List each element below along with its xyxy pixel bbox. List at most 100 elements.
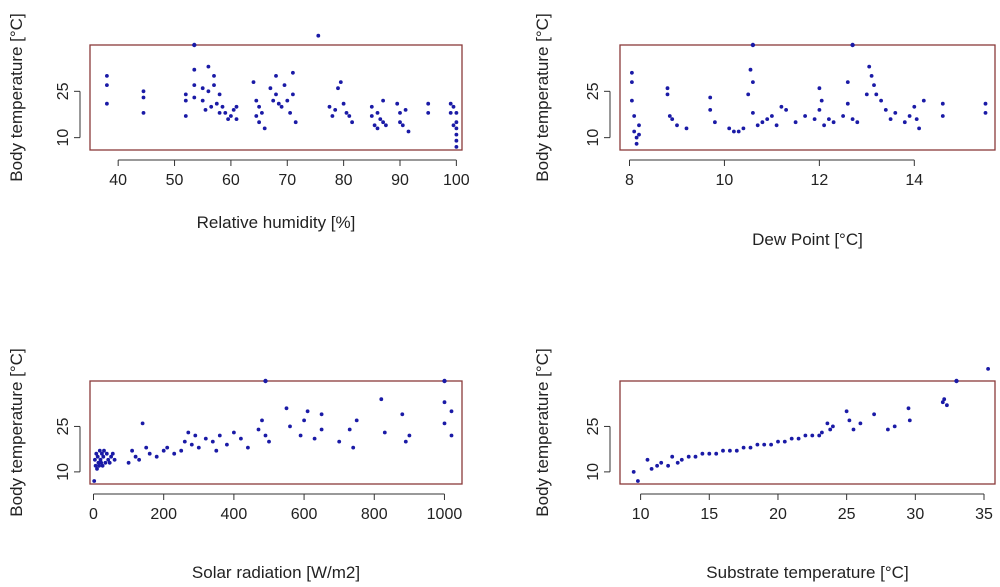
- data-point: [762, 442, 767, 447]
- y-tick-label: 25: [585, 417, 602, 435]
- data-point-outlier: [442, 378, 447, 384]
- data-point: [779, 104, 784, 109]
- data-point: [192, 83, 197, 87]
- data-point: [267, 439, 271, 444]
- data-point: [105, 74, 109, 78]
- data-point: [276, 101, 281, 106]
- data-point: [755, 442, 760, 447]
- data-point: [454, 126, 459, 131]
- x-tick-label: 40: [109, 172, 127, 189]
- data-point: [879, 98, 883, 103]
- x-tick-label: 15: [700, 506, 718, 523]
- data-point: [407, 433, 412, 438]
- data-point: [454, 138, 459, 143]
- y-tick-label: 10: [55, 463, 72, 481]
- data-point: [369, 104, 374, 109]
- y-tick-label: 25: [585, 82, 602, 100]
- data-point: [883, 108, 888, 112]
- data-point: [714, 451, 719, 456]
- data-point: [165, 445, 170, 450]
- data-point: [822, 123, 826, 128]
- data-point: [260, 111, 264, 115]
- data-point: [454, 145, 459, 149]
- data-point: [147, 451, 152, 456]
- data-point: [874, 92, 879, 97]
- plot-frame: [619, 380, 996, 485]
- data-point: [112, 457, 117, 462]
- data-point: [234, 117, 239, 121]
- data-point: [379, 397, 384, 402]
- data-point: [713, 120, 717, 125]
- data-point: [796, 436, 801, 441]
- data-point: [634, 141, 639, 146]
- data-point: [765, 117, 770, 121]
- data-point: [817, 108, 822, 112]
- data-point: [803, 433, 808, 438]
- data-point: [831, 424, 835, 429]
- data-point: [378, 117, 383, 121]
- data-point: [330, 114, 335, 118]
- data-point: [274, 74, 278, 78]
- data-point: [708, 108, 713, 112]
- data-point: [105, 83, 109, 87]
- data-point: [305, 409, 310, 414]
- data-point: [426, 111, 431, 115]
- data-point: [381, 98, 385, 103]
- data-point: [634, 135, 639, 140]
- data-point: [907, 114, 912, 118]
- data-point: [94, 451, 99, 456]
- data-point: [403, 439, 408, 444]
- data-point: [196, 445, 201, 450]
- data-point: [774, 123, 779, 128]
- data-point: [104, 451, 109, 456]
- data-point: [942, 397, 947, 402]
- y-axis: 10 25: [55, 417, 81, 481]
- x-tick-label: 1000: [427, 506, 463, 523]
- data-point: [100, 463, 105, 468]
- data-point: [454, 132, 459, 137]
- data-point: [161, 448, 166, 453]
- y-axis-title: Body temperature [°C]: [7, 348, 26, 516]
- data-point: [655, 463, 659, 468]
- data-point: [93, 463, 98, 468]
- data-point: [351, 445, 356, 450]
- x-tick-label: 20: [769, 506, 787, 523]
- data-point: [102, 448, 106, 453]
- data-point: [734, 448, 739, 453]
- x-tick-label: 25: [838, 506, 856, 523]
- data-point: [336, 86, 340, 91]
- data-point: [406, 129, 411, 134]
- data-point: [212, 74, 216, 78]
- data-point: [106, 457, 111, 462]
- data-point: [741, 445, 746, 450]
- x-axis: 0 200 400 600 800 1000: [89, 493, 463, 523]
- data-point: [141, 89, 146, 94]
- data-point: [686, 454, 691, 459]
- data-point: [179, 448, 184, 453]
- data-point: [630, 80, 634, 84]
- y-axis-title: Body temperature [°C]: [7, 13, 26, 181]
- data-point: [914, 117, 919, 121]
- data-point: [110, 451, 115, 456]
- data-point: [341, 101, 346, 106]
- data-point: [782, 439, 787, 444]
- y-tick-label: 10: [585, 129, 602, 147]
- data-point: [945, 403, 949, 408]
- x-tick-label: 8: [625, 172, 634, 189]
- data-point: [97, 448, 102, 453]
- data-point: [96, 460, 101, 465]
- data-point: [983, 111, 988, 115]
- x-tick-label: 12: [810, 172, 828, 189]
- data-point: [983, 101, 988, 106]
- data-point: [347, 114, 352, 118]
- data-point: [940, 101, 945, 106]
- scatter-panel-4: 10 15 20 25 30 35 10 25 Substrate temperature [°…: [533, 348, 996, 582]
- data-point: [893, 111, 898, 115]
- data-point: [319, 427, 324, 432]
- data-point: [732, 129, 736, 134]
- data-point: [812, 117, 817, 121]
- data-point: [670, 454, 675, 459]
- data-point: [200, 86, 205, 91]
- x-tick-label: 90: [391, 172, 409, 189]
- data-points: [105, 33, 459, 149]
